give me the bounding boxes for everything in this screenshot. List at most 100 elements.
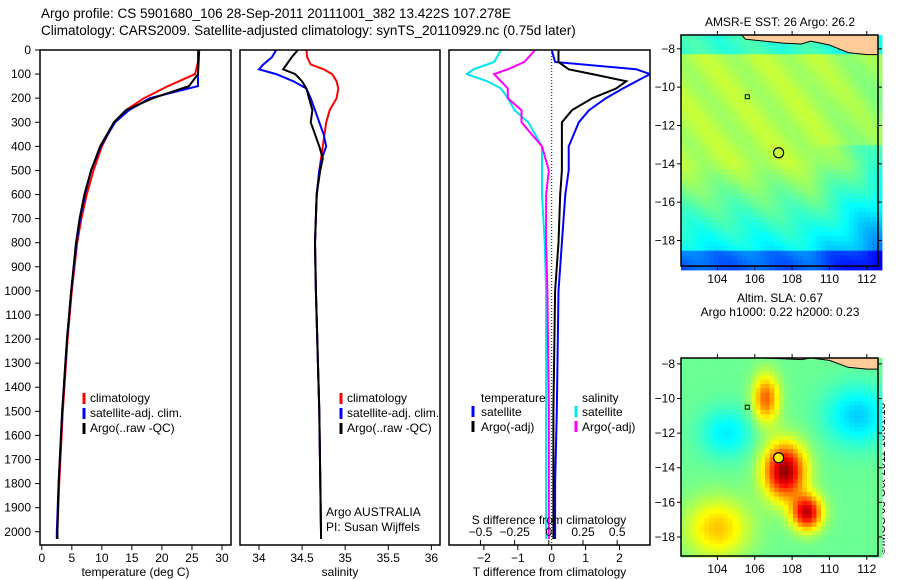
map-cell — [835, 183, 841, 189]
map-cell — [872, 392, 878, 398]
map-cell — [811, 535, 817, 541]
map-cell — [737, 63, 743, 70]
map-cell — [849, 265, 855, 271]
series-climatology — [56, 50, 199, 539]
map-cell — [723, 362, 729, 368]
map-cell — [853, 78, 859, 84]
map-cell — [779, 207, 785, 213]
map-cell — [704, 130, 710, 137]
map-cell — [807, 466, 813, 472]
map-cell — [769, 135, 775, 141]
map-cell — [713, 496, 719, 502]
map-cell — [741, 82, 747, 89]
map-cell — [849, 522, 855, 528]
map-cell — [765, 193, 771, 199]
map-cell — [844, 444, 850, 450]
map-cell — [811, 236, 817, 242]
map-cell — [737, 409, 743, 415]
map-cell — [783, 444, 789, 450]
map-cell — [727, 388, 733, 394]
map-cell — [835, 414, 841, 420]
map-cell — [858, 513, 864, 519]
map-cell — [713, 44, 719, 50]
map-cell — [844, 245, 850, 252]
map-cell — [835, 212, 841, 218]
map-cell — [685, 193, 691, 199]
map-cell — [769, 409, 775, 415]
map-cell — [835, 241, 841, 247]
map-cell — [797, 49, 803, 55]
map-cell — [797, 265, 803, 271]
map-cell — [774, 366, 780, 372]
map-cell — [821, 183, 827, 189]
map-cell — [718, 483, 724, 489]
map-cell — [802, 245, 808, 252]
map-cell — [774, 448, 780, 454]
map-cell — [699, 509, 705, 515]
map-cell — [709, 87, 715, 94]
map-cell — [844, 496, 850, 502]
map-cell — [788, 405, 794, 411]
map-cell — [718, 409, 724, 415]
map-cell — [830, 500, 836, 506]
map-cell — [681, 435, 687, 441]
map-cell — [718, 418, 724, 424]
map-cell — [741, 126, 747, 132]
map-cell — [811, 188, 817, 194]
map-cell — [699, 154, 705, 161]
map-cell — [769, 505, 775, 510]
map-cell — [732, 539, 738, 545]
map-cell — [807, 539, 813, 545]
map-cell — [699, 448, 705, 454]
map-cell — [727, 260, 733, 266]
map-cell — [839, 427, 845, 433]
map-cell — [872, 496, 878, 502]
map-cell — [690, 384, 696, 389]
map-cell — [807, 145, 813, 151]
map-cell — [718, 448, 724, 454]
map-cell — [839, 250, 845, 257]
map-cell — [704, 392, 710, 398]
map-cell — [727, 207, 733, 213]
map-cell — [858, 531, 864, 536]
map-cell — [695, 405, 701, 411]
map-cell — [853, 178, 859, 185]
map-cell — [774, 474, 780, 480]
map-cell — [727, 188, 733, 194]
map-cell — [751, 479, 757, 485]
map-cell — [741, 130, 747, 137]
map-cell — [844, 366, 850, 372]
map-cell — [835, 474, 841, 480]
map-cell — [867, 217, 873, 223]
map-cell — [825, 126, 831, 132]
map-cell — [769, 245, 775, 252]
map-cell — [811, 231, 817, 237]
map-cell — [695, 500, 701, 506]
map-cell — [681, 505, 687, 510]
map-cell — [718, 461, 724, 467]
map-cell — [802, 202, 808, 209]
map-cell — [774, 197, 780, 204]
map-cell — [737, 169, 743, 175]
map-cell — [844, 418, 850, 424]
map-cell — [821, 371, 827, 376]
map-cell — [713, 358, 719, 363]
map-cell — [825, 241, 831, 247]
map-cell — [807, 531, 813, 536]
map-cell — [807, 448, 813, 454]
map-cell — [872, 457, 878, 463]
map-cell — [816, 73, 822, 79]
map-cell — [807, 150, 813, 156]
map-cell — [839, 492, 845, 497]
map-cell — [765, 250, 771, 257]
map-cell — [718, 552, 724, 558]
map-cell — [816, 154, 822, 161]
map-cell — [755, 448, 761, 454]
map-cell — [853, 444, 859, 450]
map-cell — [844, 121, 850, 127]
map-cell — [746, 87, 752, 94]
map-cell — [863, 159, 869, 165]
map-cell — [844, 522, 850, 528]
map-cell — [709, 217, 715, 223]
map-cell — [849, 457, 855, 463]
